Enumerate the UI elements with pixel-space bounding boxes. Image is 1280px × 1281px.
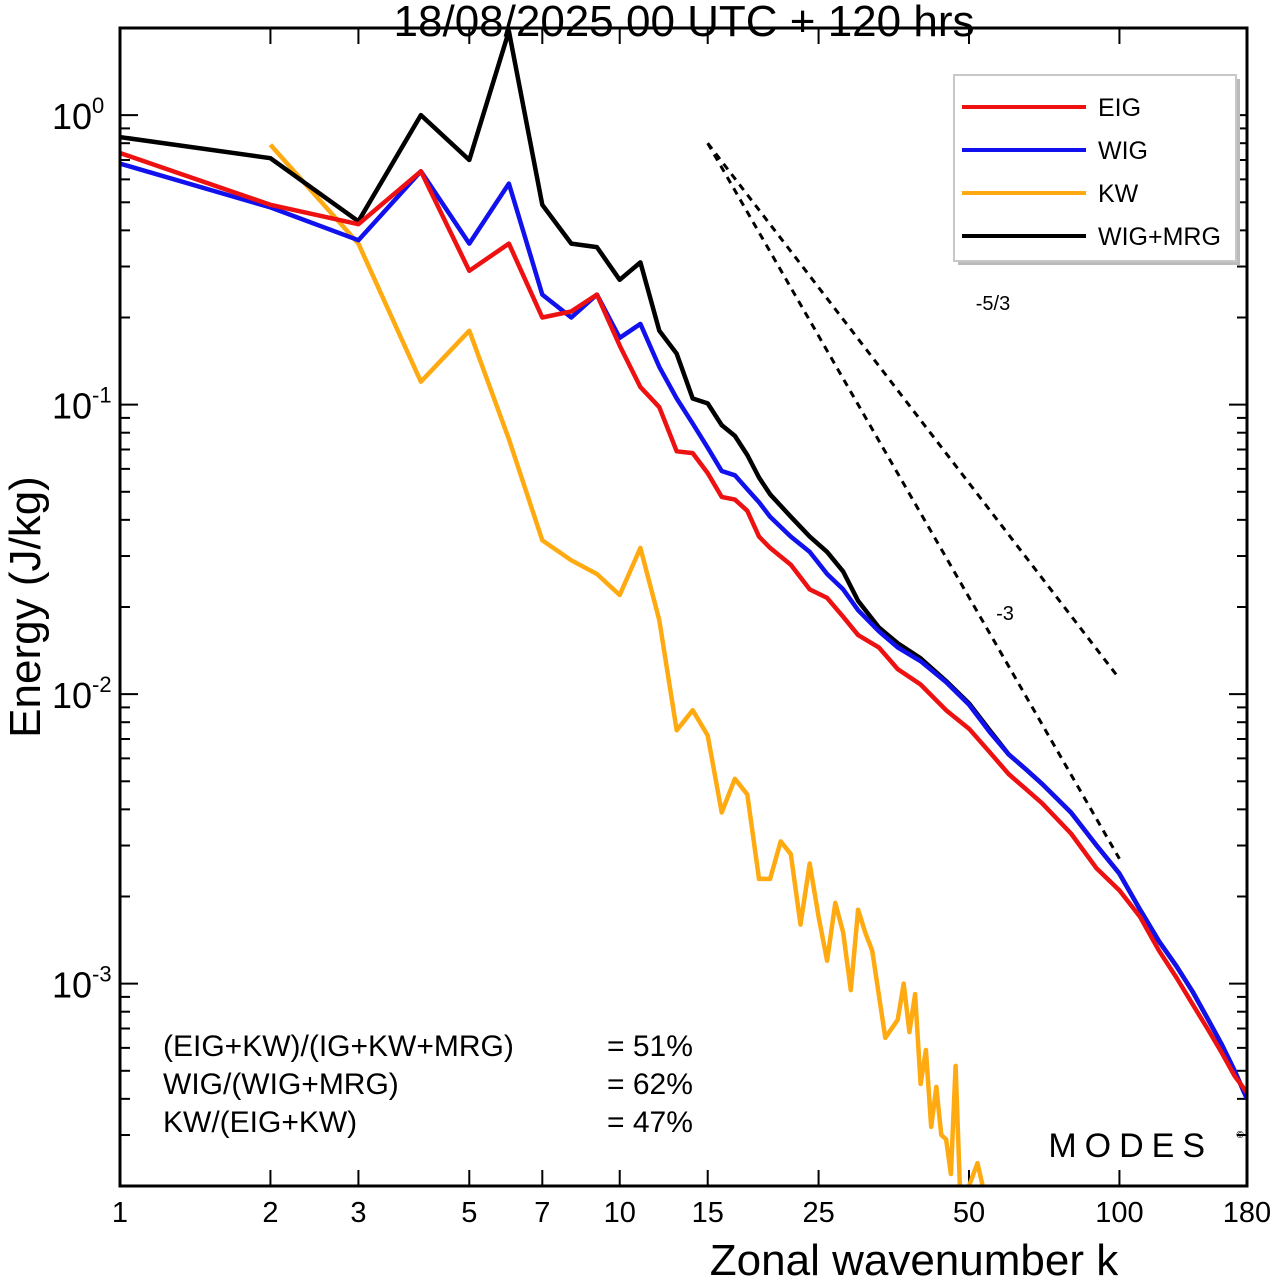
slope-label: -5/3 xyxy=(976,293,1010,315)
copyright-mark: © xyxy=(1236,1130,1244,1141)
x-axis-label: Zonal wavenumber k xyxy=(710,1236,1119,1281)
series-line-eig xyxy=(120,150,1247,1095)
ratio-label: WIG/(WIG+MRG) xyxy=(163,1068,399,1101)
y-axis-label: Energy (J/kg) xyxy=(1,476,50,738)
ratio-value: = 51% xyxy=(607,1030,693,1063)
ratio-label: (EIG+KW)/(IG+KW+MRG) xyxy=(163,1030,514,1063)
x-tick-label: 10 xyxy=(604,1197,636,1229)
x-tick-label: 25 xyxy=(802,1197,834,1229)
legend-label: WIG xyxy=(1098,137,1148,165)
legend-label: KW xyxy=(1098,180,1139,208)
x-tick-labels: 1 2 3 5 7 10 15 25 50 100 180 xyxy=(112,1197,1271,1229)
x-tick-label: 7 xyxy=(534,1197,550,1229)
x-tick-label: 1 xyxy=(112,1197,128,1229)
x-tick-label: 3 xyxy=(350,1197,366,1229)
series-line-wig xyxy=(120,161,1247,1100)
y-tick-labels: 100 10-1 10-2 10-3 xyxy=(52,93,112,1006)
x-tick-label: 15 xyxy=(692,1197,724,1229)
x-tick-label: 180 xyxy=(1223,1197,1271,1229)
ratio-label: KW/(EIG+KW) xyxy=(163,1106,357,1139)
ratio-value: = 62% xyxy=(607,1068,693,1101)
legend-label: EIG xyxy=(1098,94,1141,122)
ratio-value: = 47% xyxy=(607,1106,693,1139)
x-tick-label: 2 xyxy=(262,1197,278,1229)
x-tick-label: 50 xyxy=(953,1197,985,1229)
legend-label: WIG+MRG xyxy=(1098,223,1221,251)
series-layer xyxy=(120,28,1247,1186)
slope-line-five-thirds xyxy=(706,142,1121,680)
ratio-annotations: (EIG+KW)/(IG+KW+MRG) = 51% WIG/(WIG+MRG) = … xyxy=(163,1030,693,1139)
y-tick-label: 10-2 xyxy=(52,672,112,716)
chart-title: 18/08/2025 00 UTC + 120 hrs xyxy=(394,0,975,46)
series-line-kw xyxy=(268,143,994,1186)
legend: EIG WIG KW WIG+MRG xyxy=(953,74,1240,265)
modes-watermark: MODES xyxy=(1048,1127,1213,1165)
slope-label: -3 xyxy=(996,603,1014,625)
y-tick-label: 100 xyxy=(52,93,104,137)
plot-frame xyxy=(118,26,1249,1188)
x-tick-label: 100 xyxy=(1095,1197,1143,1229)
reference-slope-lines: -5/3 -3 xyxy=(706,142,1121,860)
x-tick-label: 5 xyxy=(461,1197,477,1229)
y-tick-label: 10-1 xyxy=(52,383,112,427)
y-tick-label: 10-3 xyxy=(52,962,112,1006)
